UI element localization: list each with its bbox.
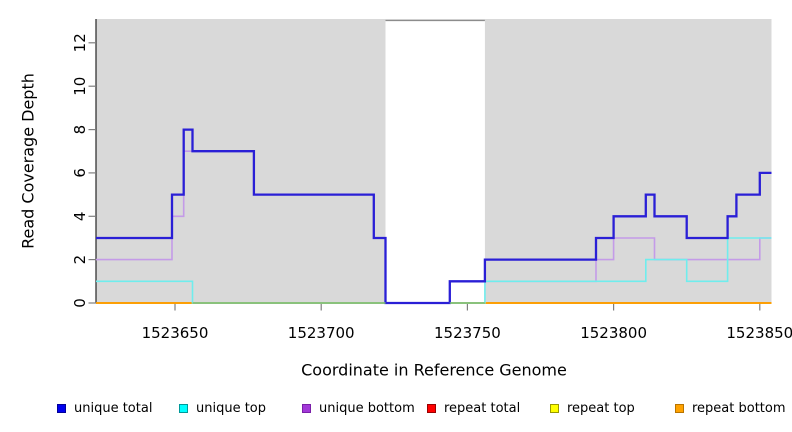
y-tick-label: 12: [71, 33, 89, 52]
y-tick-label: 8: [71, 125, 89, 135]
y-tick-label: 6: [71, 168, 89, 178]
x-tick-label: 1523850: [726, 324, 792, 342]
legend-swatch-repeat-bottom: [675, 403, 684, 413]
legend-swatch-repeat-total: [427, 403, 436, 413]
series-unique-top: [96, 237, 772, 304]
legend-label-unique-bottom: unique bottom: [319, 400, 415, 416]
x-tick-label: 1523750: [434, 324, 501, 342]
x-axis-title: Coordinate in Reference Genome: [301, 360, 567, 380]
y-axis-title: Read Coverage Depth: [18, 73, 38, 249]
x-tick-label: 1523650: [142, 324, 209, 342]
legend-swatch-unique-bottom: [302, 403, 311, 413]
legend-swatch-repeat-top: [550, 403, 559, 413]
y-tick-label: 4: [71, 212, 89, 222]
legend-label-unique-total: unique total: [74, 400, 153, 416]
legend-swatch-unique-total: [57, 403, 66, 413]
legend-item-repeat-total: repeat total: [427, 400, 521, 416]
legend-swatch-unique-top: [179, 403, 188, 413]
legend-label-repeat-bottom: repeat bottom: [692, 400, 786, 416]
legend-label-unique-top: unique top: [196, 400, 267, 416]
legend-item-unique-total: unique total: [57, 400, 153, 416]
y-tick-label: 0: [71, 298, 89, 308]
y-tick-label: 2: [71, 255, 89, 265]
legend-label-repeat-top: repeat top: [567, 400, 635, 416]
legend-item-unique-top: unique top: [179, 400, 267, 416]
highlight-band: [385, 19, 485, 303]
legend-label-repeat-total: repeat total: [444, 400, 521, 416]
y-tick-label: 10: [71, 77, 89, 96]
legend-item-repeat-bottom: repeat bottom: [675, 400, 786, 416]
axes: 0 2 4 6 8 10 12 1523650 1523700 1523750 1523800 152…: [71, 19, 792, 342]
series-unique-total: [96, 128, 772, 305]
x-tick-label: 1523700: [288, 324, 355, 342]
legend-item-unique-bottom: unique bottom: [302, 400, 415, 416]
legend-item-repeat-top: repeat top: [550, 400, 635, 416]
x-tick-label: 1523800: [580, 324, 647, 342]
